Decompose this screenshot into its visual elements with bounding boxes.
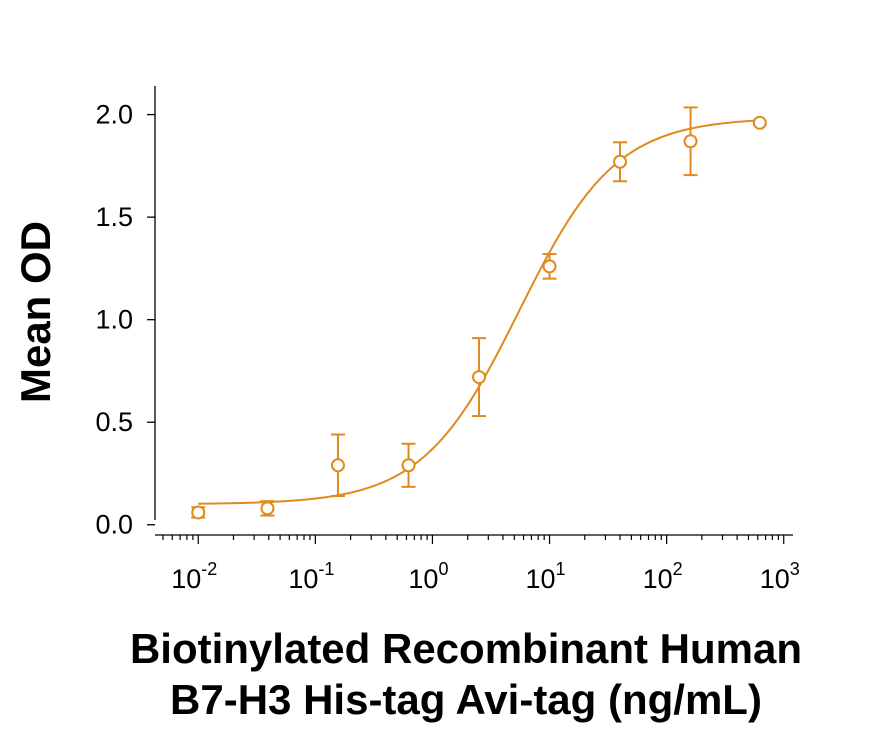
x-tick-label: 103 (760, 559, 800, 594)
data-point (472, 370, 487, 385)
x-tick-label: 10-1 (288, 559, 334, 594)
data-point (260, 501, 275, 516)
data-point (542, 259, 557, 274)
x-axis-title-line-1: Biotinylated Recombinant Human (130, 625, 802, 672)
x-tick-label: 102 (643, 559, 683, 594)
data-point (191, 505, 206, 520)
y-axis-title: Mean OD (12, 221, 59, 403)
y-tick-label: 1.5 (95, 202, 133, 232)
fit-curve-group (198, 119, 760, 505)
y-tick-label: 2.0 (95, 100, 133, 130)
y-tick-label: 1.0 (95, 305, 133, 335)
y-axis: 0.0 0.5 1.0 1.5 2.0 (95, 86, 156, 540)
data-point (752, 115, 767, 130)
x-tick-label: 100 (408, 559, 448, 594)
x-tick-label: 101 (526, 559, 566, 594)
x-axis-title-line-2: B7-H3 His-tag Avi-tag (ng/mL) (170, 676, 762, 723)
y-tick-label: 0.5 (95, 407, 133, 437)
x-axis: 10-2 10-1 100 101 102 103 (155, 534, 800, 594)
data-point (330, 458, 345, 473)
data-point (401, 458, 416, 473)
fit-curve (198, 119, 760, 505)
data-point (683, 134, 698, 149)
y-tick-label: 0.0 (95, 510, 133, 540)
data-point (613, 154, 628, 169)
data-points-group (191, 106, 767, 520)
x-tick-label: 10-2 (171, 559, 217, 594)
